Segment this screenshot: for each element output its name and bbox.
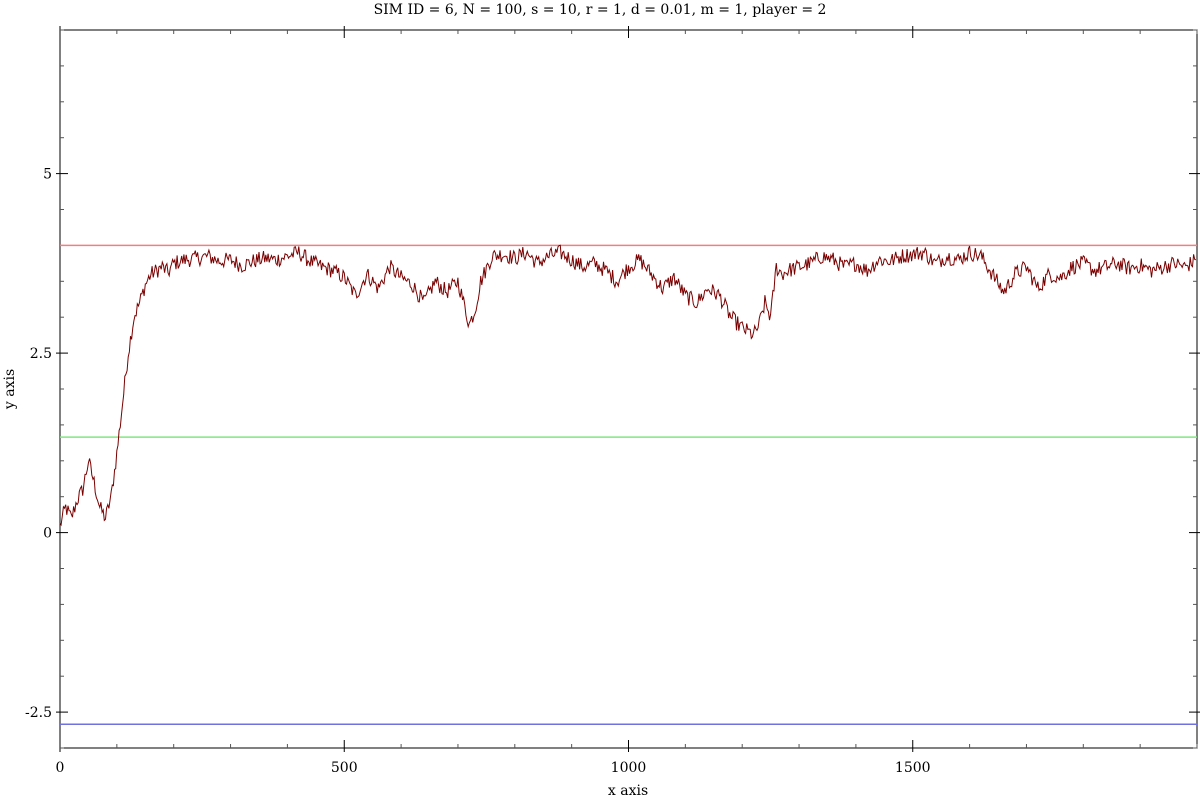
x-tick-label: 1000: [611, 760, 647, 776]
x-tick-label: 0: [56, 760, 65, 776]
y-axis-label: y axis: [2, 369, 18, 410]
axis-tick-labels: 0 500 1000 1500 -2.5 0 2.5 5: [25, 167, 931, 776]
y-tick-label: 0: [43, 526, 52, 542]
axis-ticks: [56, 26, 1200, 752]
plot-frame: [59, 29, 1198, 749]
y-tick-label: 5: [43, 167, 52, 183]
y-tick-label: -2.5: [25, 705, 52, 721]
x-axis-label: x axis: [608, 783, 648, 799]
y-tick-label: 2.5: [30, 346, 52, 362]
series-group: [59, 244, 1197, 527]
x-tick-label: 1500: [895, 760, 931, 776]
series-line: [59, 244, 1197, 527]
reference-lines: [60, 244, 1197, 726]
chart-title: SIM ID = 6, N = 100, s = 10, r = 1, d = …: [374, 2, 827, 18]
x-tick-label: 500: [331, 760, 358, 776]
